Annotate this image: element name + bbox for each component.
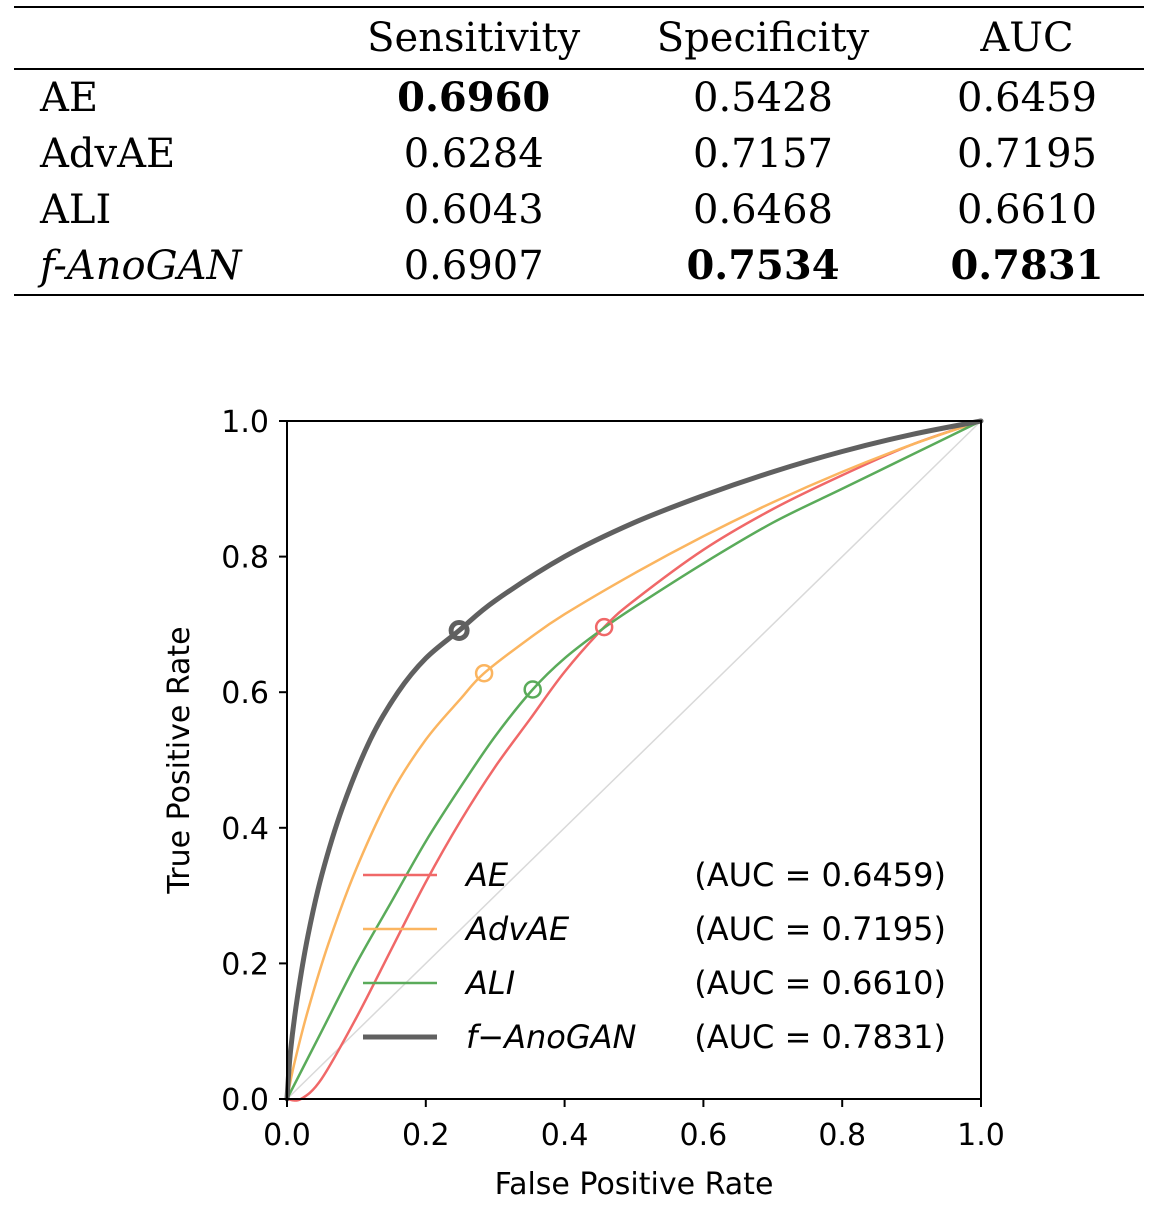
row-method: AE <box>40 75 99 121</box>
x-tick-label: 1.0 <box>957 1118 1005 1153</box>
row-specificity: 0.7534 <box>686 242 840 289</box>
roc-chart-container: 0.0 0.2 0.4 0.6 0.8 1.0 0.0 0.2 0.4 0.6 0.8 1.0 Fals… <box>0 380 1169 1208</box>
y-tick-label: 0.8 <box>221 541 269 576</box>
plot-frame <box>286 420 982 1100</box>
operating-point-ae <box>594 617 614 637</box>
row-auc: 0.7195 <box>957 131 1097 177</box>
roc-curve-ae <box>285 419 983 1102</box>
y-tick-label: 1.0 <box>221 405 269 440</box>
table-row: ALI 0.6043 0.6468 0.6610 <box>14 182 1144 238</box>
row-specificity: 0.7157 <box>693 131 833 177</box>
table-row: AdvAE 0.6284 0.7157 0.7195 <box>14 126 1144 182</box>
legend-label-ali: ALI <box>464 964 515 1002</box>
legend-label-advae: AdvAE <box>464 910 570 948</box>
row-specificity: 0.5428 <box>693 75 833 121</box>
row-method: f-AnoGAN <box>40 243 242 289</box>
header-method <box>14 7 331 69</box>
operating-point-ali <box>523 680 542 699</box>
row-sensitivity: 0.6960 <box>397 74 551 121</box>
legend-auc-ae: (AUC = 0.6459) <box>694 856 946 894</box>
row-auc: 0.6610 <box>957 187 1097 233</box>
y-tick-label: 0.0 <box>221 1083 269 1118</box>
results-table: Sensitivity Specificity AUC AE 0.6960 0.… <box>14 6 1144 296</box>
table-row: AE 0.6960 0.5428 0.6459 <box>14 69 1144 126</box>
legend-label-ae: AE <box>464 856 509 894</box>
legend-auc-ali: (AUC = 0.6610) <box>694 964 946 1002</box>
operating-point-advae <box>474 663 494 683</box>
x-axis-label: False Positive Rate <box>495 1167 774 1202</box>
table-row: f-AnoGAN 0.6907 0.7534 0.7831 <box>14 238 1144 295</box>
results-table-container: Sensitivity Specificity AUC AE 0.6960 0.… <box>14 6 1144 296</box>
diagonal-reference-line <box>286 420 982 1100</box>
row-sensitivity: 0.6043 <box>403 187 544 233</box>
roc-chart: 0.0 0.2 0.4 0.6 0.8 1.0 0.0 0.2 0.4 0.6 0.8 1.0 Fals… <box>162 405 1005 1202</box>
legend-auc-f-anogan: (AUC = 0.7831) <box>694 1018 946 1056</box>
roc-curve-advae <box>285 419 983 1101</box>
operating-point-f-anogan <box>448 620 470 642</box>
header-specificity: Specificity <box>656 15 870 61</box>
y-tick-label: 0.2 <box>221 947 269 982</box>
y-tick-label: 0.4 <box>221 812 269 847</box>
header-sensitivity: Sensitivity <box>367 15 581 61</box>
roc-curve-ali <box>285 419 983 1101</box>
x-tick-label: 0.2 <box>402 1118 450 1153</box>
x-tick-label: 0.6 <box>680 1118 728 1153</box>
table-header-row: Sensitivity Specificity AUC <box>14 7 1144 69</box>
y-axis-label: True Positive Rate <box>162 626 197 894</box>
row-method: AdvAE <box>40 131 176 177</box>
legend-auc-advae: (AUC = 0.7195) <box>694 910 946 948</box>
header-auc: AUC <box>980 15 1074 61</box>
x-tick-label: 0.8 <box>818 1118 866 1153</box>
row-sensitivity: 0.6907 <box>403 243 544 289</box>
x-tick-label: 0.0 <box>263 1118 311 1153</box>
row-method: ALI <box>40 187 112 233</box>
row-specificity: 0.6468 <box>693 187 833 233</box>
row-auc: 0.7831 <box>950 242 1104 289</box>
legend-label-f-anogan: f−AnoGAN <box>466 1018 637 1056</box>
x-tick-label: 0.4 <box>541 1118 589 1153</box>
row-auc: 0.6459 <box>957 75 1097 121</box>
y-tick-label: 0.6 <box>221 676 269 711</box>
row-sensitivity: 0.6284 <box>403 131 544 177</box>
